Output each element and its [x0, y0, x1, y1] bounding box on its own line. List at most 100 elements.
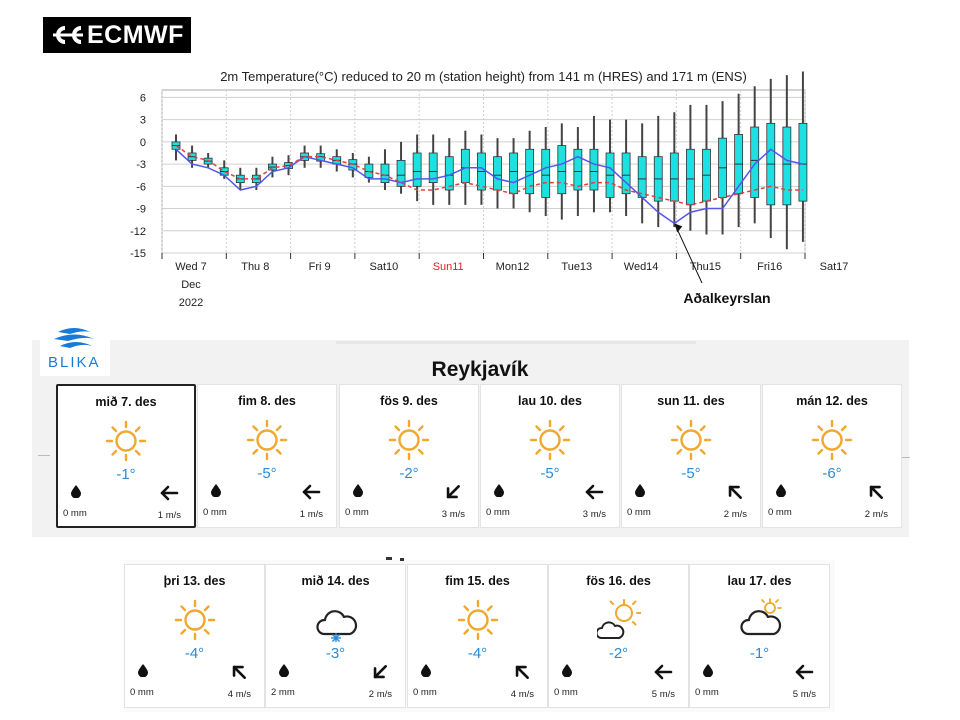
scroll-right-hint[interactable]: [902, 457, 910, 458]
wind-speed-value: 4 m/s: [227, 689, 251, 700]
temperature-value: -2°: [608, 645, 629, 662]
scroll-left-hint[interactable]: [38, 455, 50, 456]
y-tick-label: 0: [140, 137, 146, 149]
precipitation-value: 0 mm: [345, 507, 369, 518]
annotation-arrow-head: [674, 223, 683, 233]
day-card[interactable]: fös 9. des -2° 0 mm 3 m/s: [339, 384, 479, 528]
temperature-chart: 2m Temperature(°C) reduced to 20 m (stat…: [130, 69, 849, 309]
day-label: fim 8. des: [238, 394, 296, 408]
day-card[interactable]: lau 10. des -5° 0 mm 3 m/s: [480, 384, 620, 528]
precipitation-value: 0 mm: [627, 507, 651, 518]
chart-title: 2m Temperature(°C) reduced to 20 m (stat…: [220, 69, 747, 84]
rain-drop-icon: [70, 484, 82, 499]
day-label: sun 11. des: [657, 394, 725, 408]
ens-box: [412, 152, 422, 187]
rain-drop-icon: [561, 663, 573, 678]
day-card[interactable]: lau 17. des -1° 0 mm 5 m/s: [689, 564, 830, 708]
sun-icon: [669, 418, 713, 462]
day-label: mið 7. des: [95, 395, 157, 409]
ens-box: [396, 159, 406, 187]
ecmwf-logo-text: ECMWF: [87, 20, 184, 49]
blika-logo: BLIKA: [40, 324, 110, 376]
x-tick-label: Mon12: [496, 261, 530, 273]
day-label: þri 13. des: [163, 574, 226, 588]
precipitation-value: 0 mm: [486, 507, 510, 518]
day-card[interactable]: fim 15. des -4° 0 mm 4 m/s: [407, 564, 548, 708]
ens-box: [637, 156, 647, 198]
ens-box: [589, 148, 599, 191]
rain-drop-icon: [210, 483, 222, 498]
rain-drop-icon: [775, 483, 787, 498]
precipitation-value: 0 mm: [130, 687, 154, 698]
day-label: lau 17. des: [727, 574, 792, 588]
ens-box: [541, 148, 551, 198]
rain-drop-icon: [493, 483, 505, 498]
temperature-value: -4°: [467, 645, 488, 662]
ens-box: [686, 148, 695, 206]
wind-speed-value: 1 m/s: [157, 510, 181, 521]
wind-speed-value: 2 m/s: [864, 509, 888, 520]
sun-icon: [104, 419, 148, 463]
sun-icon: [245, 418, 289, 462]
precipitation-value: 0 mm: [413, 687, 437, 698]
cloud-sun-icon: [738, 598, 782, 642]
hres-line: [175, 148, 804, 225]
rain-drop-icon: [137, 663, 149, 678]
ens-box: [669, 152, 679, 202]
ens-box: [621, 152, 631, 195]
wind-speed-value: 1 m/s: [299, 509, 323, 520]
x-tick-label: Wed14: [624, 261, 659, 273]
temperature-value: -2°: [399, 465, 419, 482]
day-card[interactable]: fös 16. des -2° 0 mm 5 m/s: [548, 564, 689, 708]
day-card[interactable]: mán 12. des -6° 0 mm 2 m/s: [762, 384, 902, 528]
rain-drop-icon: [702, 663, 714, 678]
up-left-arrow-icon: [228, 661, 250, 683]
ens-box: [364, 163, 374, 178]
rain-drop-icon: [420, 663, 432, 678]
ens-box: [380, 163, 390, 184]
down-left-arrow-icon: [369, 661, 391, 683]
day-card[interactable]: mið 7. des -1° 0 mm 1 m/s: [56, 384, 196, 528]
y-tick-label: -12: [130, 226, 146, 238]
ens-box: [573, 148, 583, 191]
sun-icon: [810, 418, 854, 462]
ecmwf-emblem-icon: [53, 26, 83, 44]
precipitation-value: 0 mm: [554, 687, 578, 698]
panel-cut-text: [380, 556, 420, 562]
y-tick-label: -3: [136, 159, 146, 171]
day-label: fös 16. des: [586, 574, 651, 588]
cloud-snow-icon: [314, 598, 358, 643]
rain-drop-icon: [278, 663, 290, 678]
ecmwf-logo: ECMWF: [43, 17, 191, 53]
sun-icon: [456, 598, 500, 642]
y-tick-label: -15: [130, 248, 146, 260]
x-tick-label: Sat17: [820, 261, 849, 273]
ens-box: [509, 152, 518, 195]
day-card[interactable]: þri 13. des -4° 0 mm 4 m/s: [124, 564, 265, 708]
ens-box: [428, 152, 438, 184]
temperature-value: -4°: [184, 645, 205, 662]
x-tick-label: Sun11: [433, 261, 464, 273]
ens-box: [460, 148, 470, 184]
x-tick-label: Sat10: [370, 261, 399, 273]
wind-speed-value: 5 m/s: [792, 689, 816, 700]
day-label: mán 12. des: [796, 394, 868, 408]
sun-cloud-icon: [594, 598, 642, 642]
temperature-value: -5°: [257, 465, 277, 482]
x-tick-label: Thu15: [690, 261, 721, 273]
day-label: lau 10. des: [518, 394, 582, 408]
wind-speed-value: 2 m/s: [723, 509, 747, 520]
precipitation-value: 2 mm: [271, 687, 295, 698]
annotation-label: Aðalkeyrslan: [683, 290, 770, 306]
left-arrow-icon: [583, 481, 605, 503]
ens-box: [557, 145, 567, 195]
panel-top-tab: [336, 341, 696, 344]
day-card[interactable]: sun 11. des -5° 0 mm 2 m/s: [621, 384, 761, 528]
x-tick-label: Fri 9: [309, 261, 331, 273]
day-card[interactable]: mið 14. des -3° 2 mm 2 m/s: [265, 564, 406, 708]
x-tick-label: Fri16: [757, 261, 782, 273]
precipitation-value: 0 mm: [768, 507, 792, 518]
rain-drop-icon: [352, 483, 364, 498]
ens-box: [493, 156, 502, 191]
day-card[interactable]: fim 8. des -5° 0 mm 1 m/s: [197, 384, 337, 528]
